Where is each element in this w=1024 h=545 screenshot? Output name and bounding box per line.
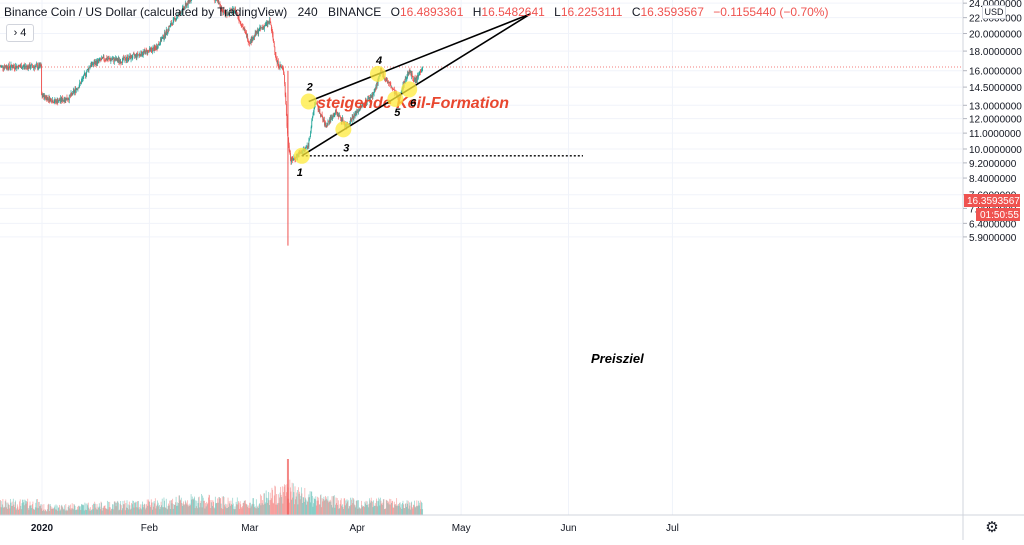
candle-body [286,104,287,115]
countdown-value: 01:50:55 [980,210,1019,221]
candle-body [258,31,259,34]
indicator-toggle-button[interactable]: › 4 [6,24,34,42]
symbol-title[interactable]: Binance Coin / US Dollar (calculated by … [4,5,287,19]
open-label: O [391,5,400,19]
candle-body [274,43,275,47]
low-label: L [554,5,561,19]
target-label: Preisziel [591,351,644,366]
y-tick-label: 20.0000000 [969,30,1022,41]
grid [0,0,962,515]
x-tick-label: Jun [560,523,576,534]
symbol-legend[interactable]: Binance Coin / US Dollar (calculated by … [4,5,828,19]
x-tick-label: Apr [349,523,365,534]
y-tick-label: 16.0000000 [969,67,1022,78]
y-tick-label: 11.0000000 [969,129,1022,140]
wedge-touch-marker[interactable] [370,66,386,82]
y-tick-label: 12.0000000 [969,115,1022,126]
candle-body [311,121,312,127]
high-value: 16.5482641 [481,5,544,19]
wedge-touch-marker[interactable] [387,91,403,107]
wedge-point-label: 5 [394,107,401,119]
candle-body [249,42,250,43]
wedge-lower-line[interactable] [302,14,531,156]
candle-body [112,59,113,60]
candle-body [48,97,49,98]
candle-body [274,47,275,52]
y-tick-label: 5.9000000 [969,233,1017,244]
candle-body [422,68,423,69]
candle-body [165,35,166,36]
wedge-upper-line[interactable] [309,14,531,102]
x-tick-label: Jul [666,523,679,534]
wedge-point-label: 3 [343,142,349,154]
y-tick-label: 18.0000000 [969,47,1022,58]
close-label: C [632,5,641,19]
candle-body [31,65,32,68]
candle-body [280,65,281,67]
candle-body [58,101,59,103]
wedge-point-label: 4 [375,55,382,67]
interval-value: 240 [298,5,318,19]
low-value: 16.2253111 [561,5,623,19]
candle-body [132,54,133,58]
x-tick-label: Mar [241,523,259,534]
candle-body [41,65,42,95]
x-tick-label: 2020 [31,523,54,534]
y-tick-label: 9.2000000 [969,159,1017,170]
volume-bars [0,459,423,515]
close-value: 16.3593567 [641,5,704,19]
open-value: 16.4893361 [400,5,463,19]
candle-body [325,123,326,126]
candle-body [284,72,285,75]
wedge-point-label: 1 [297,167,303,179]
wedge-touch-marker[interactable] [335,121,351,137]
currency-badge[interactable]: USD [982,5,1006,19]
volume-bar [422,509,423,515]
candle-body [104,57,105,60]
exchange-name: BINANCE [328,5,381,19]
candle-body [283,68,284,71]
candle-body [32,65,33,67]
candle-body [152,48,153,52]
candle-body [161,39,162,42]
y-tick-label: 8.4000000 [969,174,1017,185]
candle-body [252,39,253,41]
wedge-touch-marker[interactable] [294,148,310,164]
wedge-point-label: 2 [306,81,313,93]
x-tick-label: Feb [141,523,159,534]
x-tick-label: May [452,523,471,534]
wedge-touch-marker[interactable] [301,93,317,109]
volume-bar [287,459,289,515]
y-tick-label: 10.0000000 [969,145,1022,156]
y-tick-label: 13.0000000 [969,101,1022,112]
y-tick-label: 14.5000000 [969,83,1022,94]
last-price-value: 16.3593567 [967,196,1020,207]
gear-icon[interactable]: ⚙ [982,518,1002,538]
change-value: −0.1155440 (−0.70%) [713,5,828,19]
candle-body [270,23,271,25]
candle-body [245,30,246,32]
wedge-touch-marker[interactable] [401,81,417,97]
wedge-point-label: 6 [410,97,417,109]
candle-body [413,78,414,80]
